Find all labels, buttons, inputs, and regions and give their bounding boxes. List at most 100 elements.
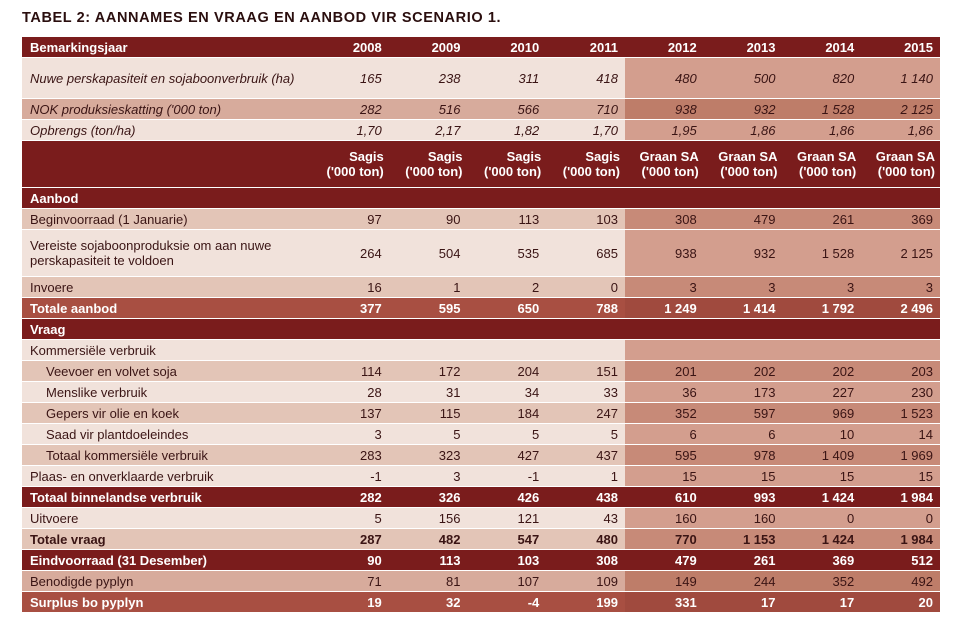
exports-row-value: 5 bbox=[310, 508, 389, 528]
commercial-blank bbox=[546, 340, 625, 360]
commercial-row-value: 1 523 bbox=[861, 403, 940, 423]
supply-row-value: 2 125 bbox=[861, 230, 940, 276]
header-year: 2010 bbox=[467, 37, 547, 57]
commercial-row-value: 323 bbox=[388, 445, 468, 465]
unit-source: Sagis bbox=[585, 149, 620, 164]
domestic-total-row-value: 282 bbox=[310, 487, 389, 507]
closing-stock-row-value: 369 bbox=[782, 550, 862, 570]
surplus-row-value: 17 bbox=[703, 592, 783, 612]
onfarm-row-value: 1 bbox=[546, 466, 625, 486]
assumption-row-value: 1,70 bbox=[310, 120, 389, 140]
closing-stock-row-label: Eindvoorraad (31 Desember) bbox=[22, 550, 310, 570]
onfarm-row-label: Plaas- en onverklaarde verbruik bbox=[22, 466, 310, 486]
unit-header: Graan SA ('000 ton) bbox=[625, 141, 704, 187]
assumption-row-value: 1,82 bbox=[467, 120, 547, 140]
assumption-row-value: 820 bbox=[782, 58, 862, 98]
domestic-total-row-value: 610 bbox=[625, 487, 704, 507]
supply-row-value: 3 bbox=[625, 277, 704, 297]
commercial-blank bbox=[310, 340, 389, 360]
commercial-row-value: 5 bbox=[467, 424, 547, 444]
assumption-row-value: 500 bbox=[703, 58, 783, 98]
unit-measure: ('000 ton) bbox=[720, 164, 778, 179]
assumption-row-label: NOK produksieskatting ('000 ton) bbox=[22, 99, 310, 119]
commercial-blank bbox=[703, 340, 783, 360]
commercial-row-label: Totaal kommersiële verbruik bbox=[22, 445, 310, 465]
commercial-row-value: 115 bbox=[388, 403, 468, 423]
commercial-row-value: 283 bbox=[310, 445, 389, 465]
closing-stock-row-value: 261 bbox=[703, 550, 783, 570]
assumption-row-value: 480 bbox=[625, 58, 704, 98]
assumption-row-value: 932 bbox=[703, 99, 783, 119]
commercial-row-value: 978 bbox=[703, 445, 783, 465]
supply-row-value: 264 bbox=[310, 230, 389, 276]
unit-source: Sagis bbox=[349, 149, 384, 164]
onfarm-row-value: 15 bbox=[625, 466, 704, 486]
onfarm-row-value: -1 bbox=[310, 466, 389, 486]
demand-total-row-value: 1 424 bbox=[782, 529, 862, 549]
demand-total-row-value: 482 bbox=[388, 529, 468, 549]
supply-row-value: 932 bbox=[703, 230, 783, 276]
supply-row-label: Invoere bbox=[22, 277, 310, 297]
surplus-row-value: 17 bbox=[782, 592, 862, 612]
commercial-row-value: 203 bbox=[861, 361, 940, 381]
table-title: TABEL 2: AANNAMES EN VRAAG EN AANBOD VIR… bbox=[22, 10, 502, 26]
assumption-row-value: 1 140 bbox=[861, 58, 940, 98]
supply-total-value: 1 792 bbox=[782, 298, 862, 318]
assumption-row-value: 282 bbox=[310, 99, 389, 119]
supply-row-value: 3 bbox=[861, 277, 940, 297]
domestic-total-row-value: 1 984 bbox=[861, 487, 940, 507]
commercial-blank bbox=[467, 340, 547, 360]
assumption-row-value: 1,86 bbox=[861, 120, 940, 140]
supply-total-value: 377 bbox=[310, 298, 389, 318]
unit-source: Sagis bbox=[427, 149, 463, 164]
commercial-row-value: 247 bbox=[546, 403, 625, 423]
unit-header: Graan SA ('000 ton) bbox=[703, 141, 783, 187]
supply-row-value: 3 bbox=[782, 277, 862, 297]
commercial-row-value: 10 bbox=[782, 424, 862, 444]
commercial-row-value: 227 bbox=[782, 382, 862, 402]
assumption-row-value: 516 bbox=[388, 99, 468, 119]
unit-source: Graan SA bbox=[639, 149, 699, 164]
supply-total-value: 788 bbox=[546, 298, 625, 318]
closing-stock-row-value: 103 bbox=[467, 550, 547, 570]
assumption-row-value: 1,86 bbox=[782, 120, 862, 140]
assumption-row-value: 2 125 bbox=[861, 99, 940, 119]
domestic-total-row-value: 1 424 bbox=[782, 487, 862, 507]
surplus-row-label: Surplus bo pyplyn bbox=[22, 592, 310, 612]
commercial-row-value: 114 bbox=[310, 361, 389, 381]
supply-row-value: 261 bbox=[782, 209, 862, 229]
pipeline-row-value: 244 bbox=[703, 571, 783, 591]
supply-demand-table: Bemarkingsjaar 2008 2009 2010 2011 2012 2013 20… bbox=[22, 37, 940, 617]
supply-row-value: 535 bbox=[467, 230, 547, 276]
assumption-row-value: 1 528 bbox=[782, 99, 862, 119]
unit-header: Graan SA ('000 ton) bbox=[782, 141, 862, 187]
assumption-row-value: 566 bbox=[467, 99, 547, 119]
assumption-row-value: 418 bbox=[546, 58, 625, 98]
domestic-total-row-value: 993 bbox=[703, 487, 783, 507]
supply-total-value: 2 496 bbox=[861, 298, 940, 318]
pipeline-row-value: 109 bbox=[546, 571, 625, 591]
demand-total-row-label: Totale vraag bbox=[22, 529, 310, 549]
supply-row-value: 369 bbox=[861, 209, 940, 229]
closing-stock-row-value: 113 bbox=[388, 550, 468, 570]
supply-row-label: Vereiste sojaboonproduksie om aan nuwe p… bbox=[22, 230, 310, 276]
onfarm-row-value: 15 bbox=[703, 466, 783, 486]
closing-stock-row-value: 90 bbox=[310, 550, 389, 570]
commercial-row-value: 352 bbox=[625, 403, 704, 423]
closing-stock-row-value: 512 bbox=[861, 550, 940, 570]
exports-row-value: 156 bbox=[388, 508, 468, 528]
domestic-total-row-value: 426 bbox=[467, 487, 547, 507]
commercial-row-value: 5 bbox=[546, 424, 625, 444]
commercial-blank bbox=[388, 340, 468, 360]
unit-source: Graan SA bbox=[718, 149, 778, 164]
demand-total-row-value: 1 153 bbox=[703, 529, 783, 549]
assumption-row-value: 238 bbox=[388, 58, 468, 98]
assumption-row-value: 938 bbox=[625, 99, 704, 119]
commercial-row-value: 595 bbox=[625, 445, 704, 465]
supply-row-value: 103 bbox=[546, 209, 625, 229]
assumption-row-value: 2,17 bbox=[388, 120, 468, 140]
demand-total-row-value: 547 bbox=[467, 529, 547, 549]
header-year: 2008 bbox=[310, 37, 389, 57]
commercial-blank bbox=[782, 340, 862, 360]
unit-measure: ('000 ton) bbox=[405, 164, 463, 179]
